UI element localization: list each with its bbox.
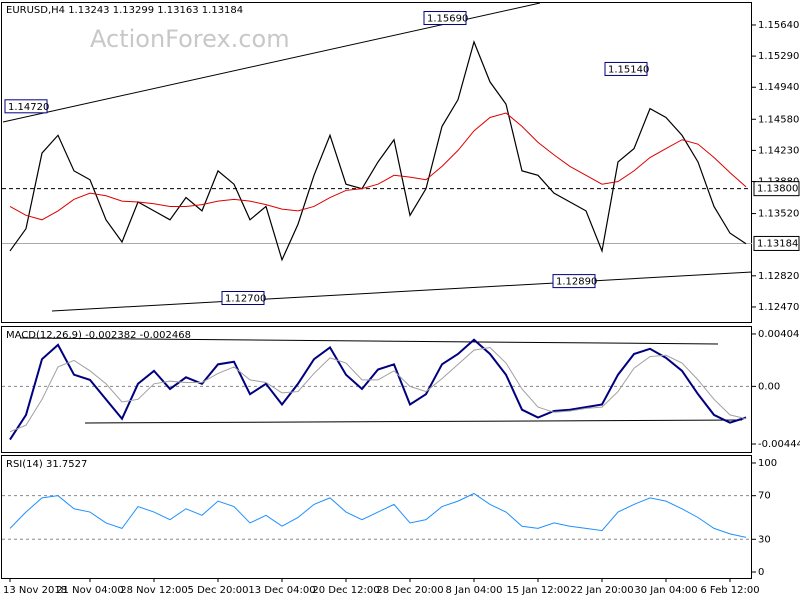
annotation: 1.12890	[556, 277, 597, 288]
panel-title: MACD(12,26,9) -0.002382 -0.002468	[6, 330, 191, 341]
x-tick-label: 8 Jan 04:00	[446, 585, 503, 596]
rsi-panel	[1, 455, 752, 579]
price-label: 1.13184	[757, 238, 798, 249]
macd-panel	[1, 326, 752, 453]
panel-title: EURUSD,H4 1.13243 1.13299 1.13163 1.1318…	[6, 5, 243, 16]
annotation-box	[221, 291, 265, 306]
watermark: ActionForex.com	[90, 25, 290, 53]
annotation-box	[423, 11, 467, 26]
annotation-box	[4, 99, 48, 114]
y-tick-label: 70	[758, 491, 771, 502]
x-tick-label: 13 Dec 04:00	[248, 585, 315, 596]
y-tick-label: 1.14580	[758, 114, 799, 125]
y-tick-label: 0.00	[758, 381, 780, 392]
x-tick-label: 20 Dec 12:00	[312, 585, 379, 596]
x-tick-label: 6 Feb 12:00	[700, 585, 759, 596]
y-tick-label: 1.15290	[758, 51, 799, 62]
trend-line	[51, 271, 753, 312]
trend-line	[84, 419, 743, 424]
y-tick-label: 1.12470	[758, 302, 799, 313]
trend-line	[19, 337, 719, 345]
price-label-box	[753, 181, 800, 197]
series-line	[9, 492, 747, 538]
price-label-box	[753, 235, 800, 251]
y-tick-label: 1.14230	[758, 145, 799, 156]
y-tick-label: 0.004043	[758, 329, 800, 340]
y-tick-label: 1.12820	[758, 271, 799, 282]
series-line	[9, 338, 747, 441]
x-tick-label: 22 Jan 20:00	[570, 585, 633, 596]
x-tick-label: 15 Jan 12:00	[506, 585, 569, 596]
price-panel	[1, 2, 752, 323]
x-tick-label: 28 Nov 12:00	[120, 585, 187, 596]
series-line	[9, 112, 747, 221]
annotation: 1.14720	[8, 102, 49, 113]
series-line	[9, 346, 747, 433]
series-line	[9, 39, 747, 262]
y-tick-label: 100	[758, 458, 777, 469]
y-tick-label: -0.004445	[758, 439, 800, 450]
x-tick-label: 21 Nov 04:00	[56, 585, 123, 596]
price-label: 1.13800	[757, 184, 798, 195]
x-tick-label: 13 Nov 2018	[3, 585, 67, 596]
y-tick-label: 1.13520	[758, 209, 799, 220]
x-tick-label: 28 Dec 20:00	[376, 585, 443, 596]
annotation: 1.12700	[225, 294, 266, 305]
x-tick-label: 5 Dec 20:00	[188, 585, 249, 596]
y-tick-label: 30	[758, 534, 771, 545]
panel-title: RSI(14) 31.7527	[6, 459, 87, 470]
x-tick-label: 30 Jan 04:00	[634, 585, 697, 596]
annotation: 1.15140	[608, 64, 649, 75]
annotation-box	[604, 61, 648, 76]
y-tick-label: 1.15640	[758, 20, 799, 31]
y-tick-label: 1.14940	[758, 82, 799, 93]
y-tick-label: 0	[758, 567, 764, 578]
annotation-box	[552, 274, 596, 289]
annotation: 1.15690	[427, 14, 468, 25]
